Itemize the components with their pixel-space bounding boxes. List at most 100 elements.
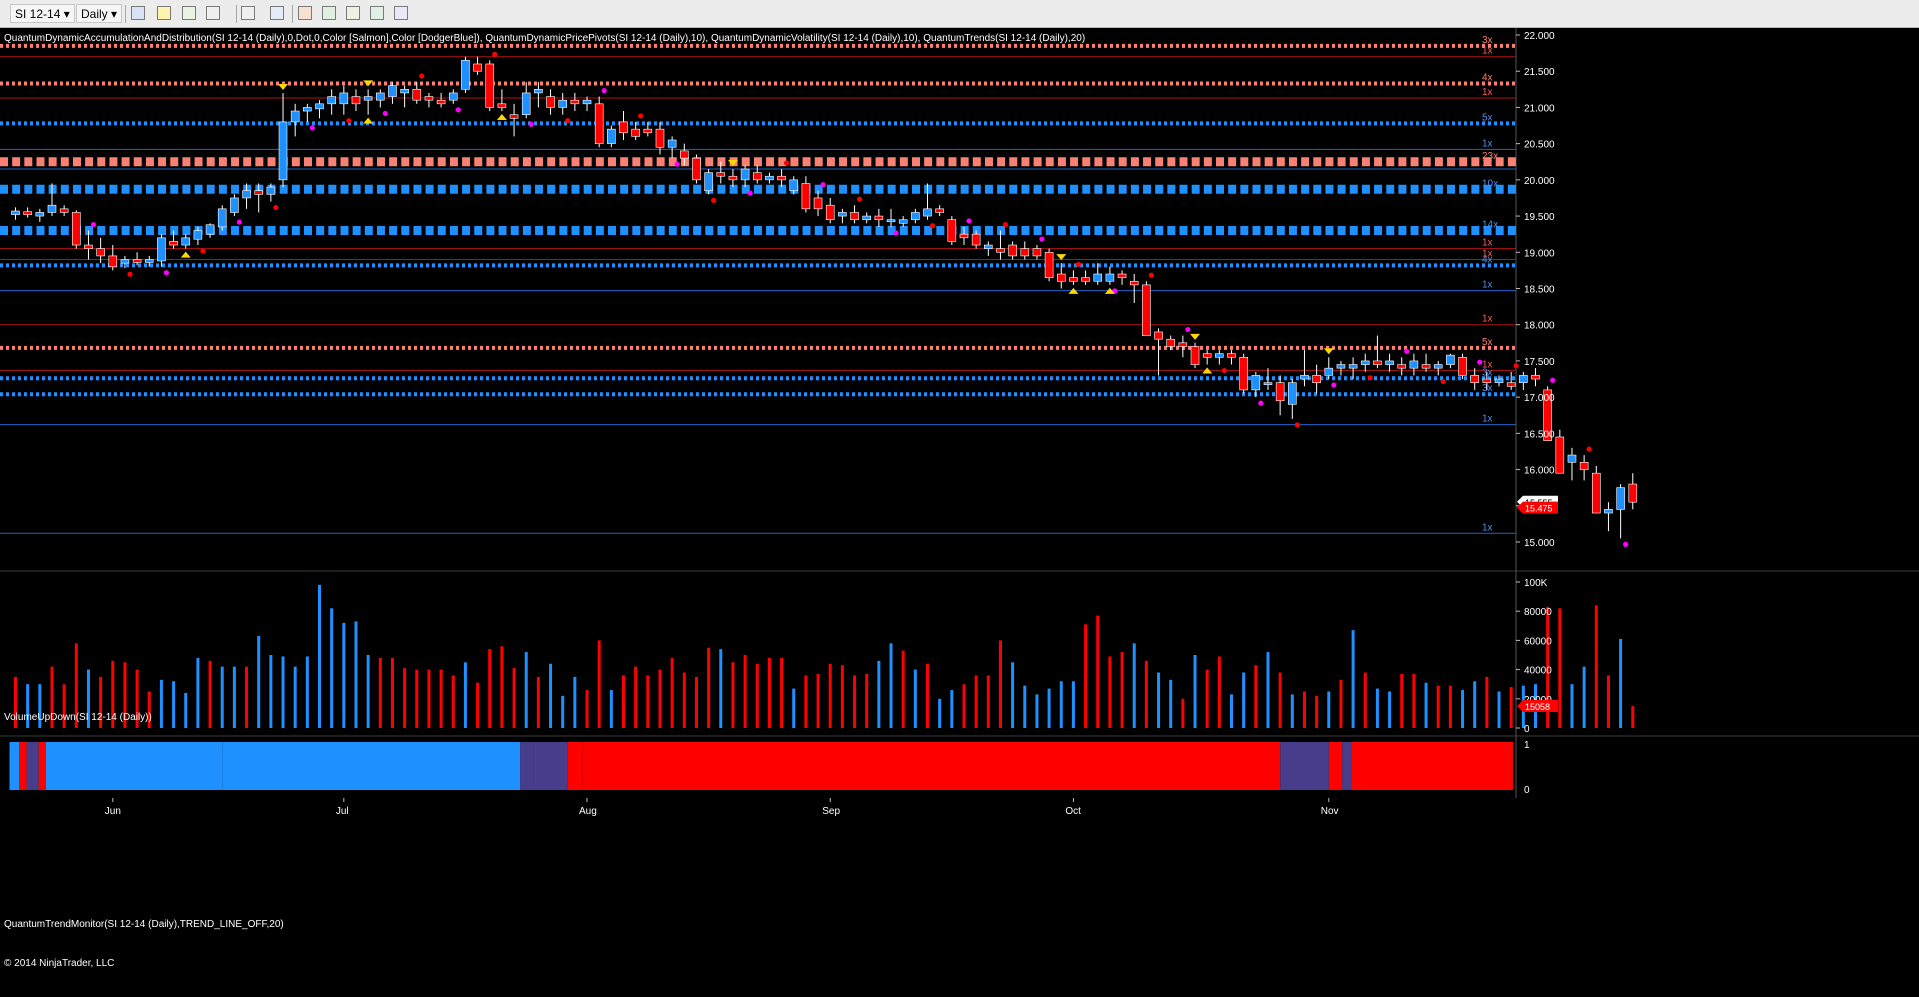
volume-bar <box>573 676 577 728</box>
volume-bar <box>257 636 261 728</box>
candle-body <box>388 85 397 97</box>
candle-body <box>619 121 628 134</box>
chart-background <box>0 28 1919 997</box>
candle-body <box>11 210 20 215</box>
candle-body <box>1482 378 1492 383</box>
pivot-high-marker <box>1056 254 1067 261</box>
volume-bar <box>719 649 723 728</box>
candle-body <box>290 110 300 123</box>
volume-bar <box>1266 652 1270 728</box>
volume-bar <box>658 669 662 728</box>
volume-bar <box>1351 630 1355 728</box>
volume-bar <box>111 660 115 728</box>
volume-bar <box>707 647 711 728</box>
volume-bar <box>816 673 820 728</box>
candle-body <box>874 215 884 220</box>
volatility-dot <box>200 248 206 254</box>
volume-bar <box>245 666 249 728</box>
trend-segment <box>19 742 27 790</box>
pointer-icon[interactable] <box>241 6 255 20</box>
pivot-high-marker <box>363 80 374 87</box>
volatility-dot <box>419 73 425 79</box>
price-tick-label: 16.000 <box>1524 466 1555 477</box>
trend-segment <box>38 742 46 790</box>
instrument-selector[interactable]: SI 12-14 ▾ <box>10 4 75 23</box>
volume-bar <box>609 690 613 728</box>
candle-body <box>1105 273 1115 282</box>
bars-type-icon[interactable] <box>131 6 145 20</box>
volume-bar <box>731 662 735 728</box>
volume-bar <box>354 621 358 728</box>
volume-bar <box>926 663 929 728</box>
candle-body <box>1008 244 1017 257</box>
pivot-low-marker <box>1202 367 1213 374</box>
pivot-markers <box>180 80 1334 374</box>
volume-bar <box>938 698 942 728</box>
candle-body <box>303 107 312 112</box>
secondary-price-label: 15.475 <box>1525 504 1553 514</box>
money-icon[interactable] <box>370 6 384 20</box>
candle-body <box>1397 364 1407 369</box>
candle-body <box>1409 360 1419 369</box>
candle-body <box>242 190 251 199</box>
level-label: 1x <box>1482 46 1493 57</box>
volatility-dot <box>1148 272 1154 278</box>
crosshair-icon[interactable] <box>206 6 220 20</box>
volume-bar <box>1400 673 1404 728</box>
properties-icon[interactable] <box>394 6 408 20</box>
volume-bar <box>840 665 844 728</box>
candle-body <box>339 92 349 105</box>
candle-body <box>1555 436 1565 474</box>
trend-tick-label: 1 <box>1524 740 1530 751</box>
candle-body <box>1032 248 1042 257</box>
volatility-dot <box>346 118 352 124</box>
candle-body <box>959 233 969 239</box>
volatility-dot <box>1258 400 1264 406</box>
pivot-low-marker <box>1068 287 1079 294</box>
candle-body <box>1360 360 1370 365</box>
candle-body <box>120 259 130 264</box>
volume-bar <box>1108 656 1112 728</box>
data-series-icon[interactable] <box>298 6 312 20</box>
volatility-dot <box>1039 236 1045 242</box>
candlestick-chart[interactable]: 1x1x1x1x1x1x1x1x1x1x1x5x10x14x4x3x3x3x4x… <box>0 28 1919 997</box>
candle-body <box>473 63 482 72</box>
volatility-dot <box>1550 377 1556 383</box>
volume-bar <box>488 649 492 728</box>
volume-bar <box>62 684 66 728</box>
level-label: 1x <box>1482 359 1493 370</box>
pivot-low-marker <box>363 117 374 124</box>
volume-bar <box>1388 691 1392 728</box>
period-selector[interactable]: Daily ▾ <box>76 4 123 23</box>
indicators-icon[interactable] <box>322 6 336 20</box>
volume-bar <box>1473 681 1477 728</box>
volatility-dot <box>1331 382 1337 388</box>
volume-bar <box>451 675 455 728</box>
volatility-dot <box>309 125 315 131</box>
strategies-icon[interactable] <box>346 6 360 20</box>
volume-bar <box>767 657 771 728</box>
trend-segment <box>1342 742 1352 790</box>
magic-wand-icon[interactable] <box>182 6 196 20</box>
secondary-price-label-bg <box>1517 501 1558 514</box>
price-tick-label: 21.000 <box>1524 103 1555 114</box>
price-panel-title: QuantumDynamicAccumulationAndDistributio… <box>4 33 1085 44</box>
candle-body <box>1178 342 1188 347</box>
volume-bar <box>1011 662 1015 728</box>
volume-bar <box>427 669 431 728</box>
volume-bar <box>1181 698 1185 728</box>
candle-body <box>838 212 847 217</box>
pencil-icon[interactable] <box>157 6 171 20</box>
volume-bar <box>269 655 273 728</box>
trend-segment <box>582 742 1281 790</box>
zoom-icon[interactable] <box>270 6 284 20</box>
volume-bar <box>196 657 200 728</box>
candle-body <box>1458 357 1467 376</box>
volume-bar <box>415 669 419 728</box>
volume-bar <box>743 655 747 728</box>
candle-body <box>509 114 519 119</box>
candle-body <box>1166 338 1175 347</box>
volume-bar <box>135 669 139 728</box>
candle-body <box>740 168 750 181</box>
candle-body <box>1044 251 1054 278</box>
